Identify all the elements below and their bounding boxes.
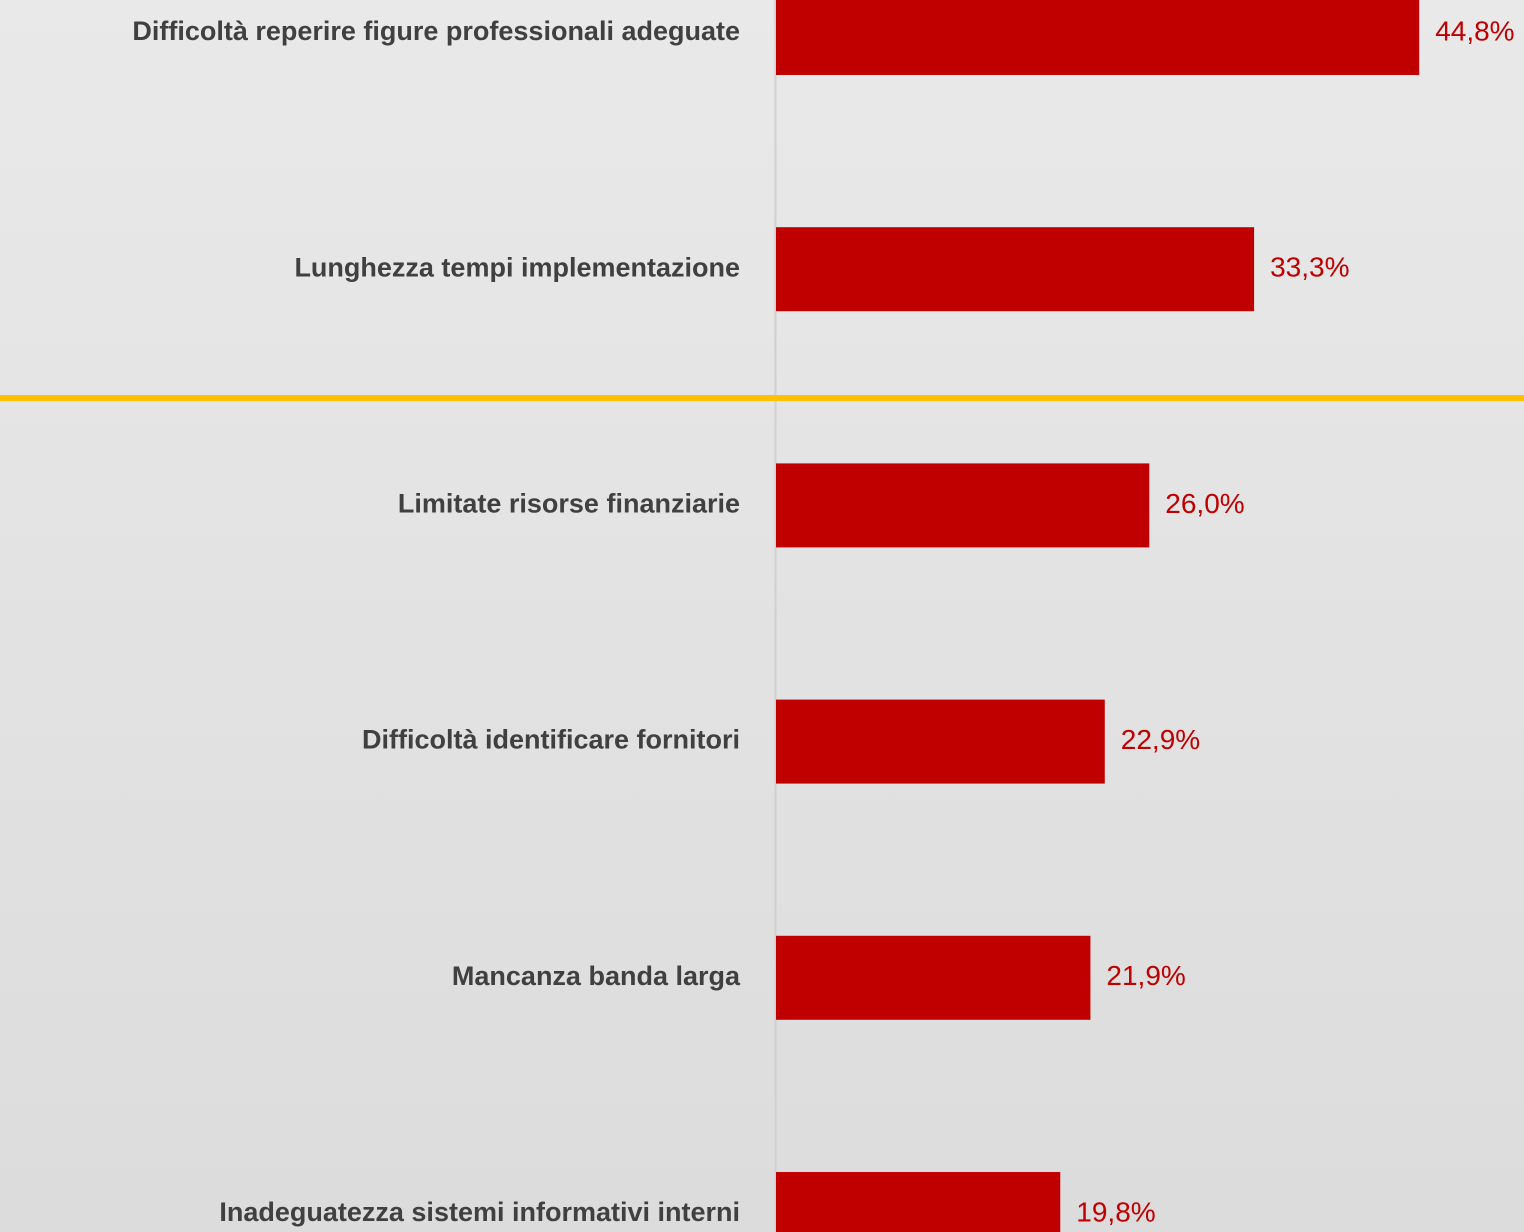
category-label: Lunghezza tempi implementazione xyxy=(294,252,740,282)
value-label: 26,0% xyxy=(1165,488,1244,519)
bar xyxy=(776,227,1255,312)
category-label: Mancanza banda larga xyxy=(452,961,741,991)
bar xyxy=(776,0,1420,75)
bar xyxy=(776,935,1091,1020)
bar xyxy=(776,699,1105,784)
category-label: Inadeguatezza sistemi informativi intern… xyxy=(219,1197,740,1227)
value-label: 21,9% xyxy=(1106,960,1185,991)
category-label: Difficoltà identificare fornitori xyxy=(362,725,740,755)
bar xyxy=(776,1172,1061,1232)
category-label: Limitate risorse finanziarie xyxy=(398,489,740,519)
value-label: 19,8% xyxy=(1076,1196,1155,1227)
value-label: 33,3% xyxy=(1270,252,1349,283)
value-label: 44,8% xyxy=(1435,15,1514,46)
category-label: Difficoltà reperire figure professionali… xyxy=(132,16,740,46)
bar xyxy=(776,463,1150,548)
value-label: 22,9% xyxy=(1121,724,1200,755)
